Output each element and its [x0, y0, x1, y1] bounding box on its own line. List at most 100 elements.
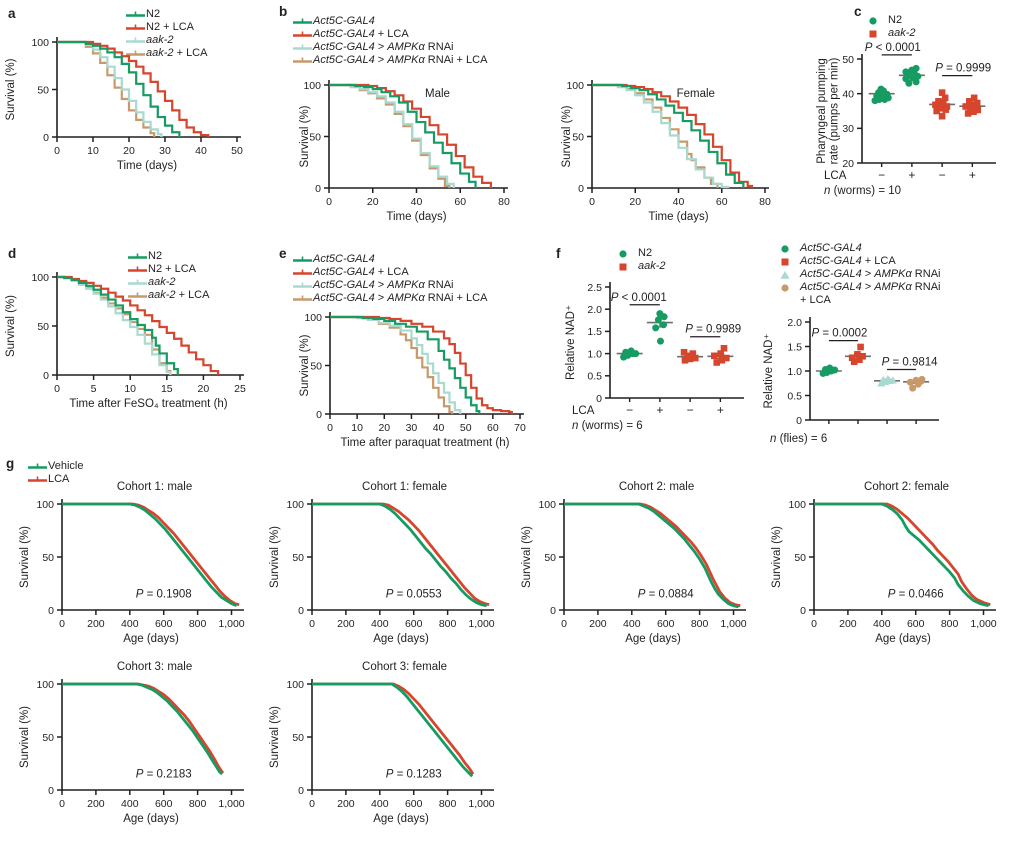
x-tick-label: 15: [161, 383, 173, 395]
data-point: [723, 354, 730, 362]
legend-item: + LCA: [780, 294, 940, 307]
y-tick-label: 1.5: [787, 341, 802, 353]
x-row-label: LCA: [572, 405, 595, 417]
y-tick-label: 1.0: [787, 366, 802, 378]
y-tick-label: 50: [37, 84, 49, 96]
panel-label-f: f: [556, 246, 561, 261]
x-tick-label: 800: [189, 618, 207, 630]
data-point: [883, 374, 892, 383]
data-point: [912, 376, 920, 384]
x-tick-label: 600: [405, 798, 423, 810]
legend-label: aak-2 + LCA: [146, 47, 208, 59]
survival-curve-act5c-gal4: [329, 83, 477, 188]
legend-label: LCA: [48, 473, 70, 485]
legend-item: aak-2: [618, 260, 666, 273]
survival-curve-lca: [62, 502, 240, 607]
legend-label: N2: [148, 250, 163, 262]
x-tick-label: 0: [54, 145, 60, 157]
x-tick-label: 20: [367, 196, 379, 208]
square-marker-icon: [869, 30, 877, 37]
data-point: [906, 378, 914, 386]
y-tick-label: 100: [36, 679, 54, 691]
data-point: [932, 101, 939, 109]
y-axis-label: Survival (%): [269, 706, 281, 768]
line-marker-icon: [128, 292, 147, 298]
x-tick-label: 50: [460, 422, 472, 434]
data-point: [622, 348, 630, 356]
circle-legend-marker: [868, 16, 888, 26]
x-tick-label: 30: [406, 422, 418, 434]
circle-marker-icon: [781, 244, 789, 253]
y-tick-label: 0: [43, 132, 49, 144]
x-tick-label: 0: [811, 618, 817, 630]
x-tick-label: 0: [59, 798, 65, 810]
data-point: [691, 354, 699, 362]
line-legend-marker: [28, 462, 48, 471]
x-tick-label: 0: [309, 798, 315, 810]
data-point: [969, 101, 976, 109]
line-marker-icon: [128, 279, 147, 285]
legend-item: N2: [618, 247, 666, 260]
data-point: [652, 324, 660, 332]
chart-g-cohort1-male: 0 50 100 Survival (%) Age (days) Cohort 1: ma…: [19, 481, 245, 645]
x-tick-label: 200: [839, 618, 857, 630]
x-tick-label: 400: [121, 798, 139, 810]
y-tick-label: 100: [304, 312, 322, 324]
x-tick-label: 600: [907, 618, 925, 630]
legend-item: Act5C-GAL4 + LCA: [293, 266, 487, 279]
x-tick-label: 40: [411, 196, 423, 208]
y-tick-label: 30: [842, 123, 854, 135]
data-point: [974, 106, 982, 114]
data-point: [660, 321, 668, 329]
line-legend-marker: [126, 49, 146, 58]
legend-label: Act5C-GAL4 > AMPKα RNAi: [800, 268, 941, 280]
y-tick-label: 50: [292, 732, 304, 744]
x-tick-label: 200: [337, 618, 355, 630]
p-value-annotation: P = 0.1908: [136, 588, 192, 600]
x-tick-label: 800: [439, 798, 457, 810]
square-marker-icon: [619, 263, 627, 270]
y-axis-label: rate (pumps per min): [829, 57, 841, 164]
chart-title: Male: [425, 88, 450, 100]
data-point: [912, 64, 920, 72]
line-marker-icon: [28, 476, 47, 482]
p-value-annotation: P = 0.9999: [935, 63, 991, 75]
chart-title: Cohort 1: female: [362, 481, 447, 493]
panel-label-c: c: [854, 4, 862, 19]
legend-label: Act5C-GAL4 > AMPKα RNAi: [313, 279, 454, 291]
data-point: [877, 85, 885, 93]
y-tick-label: 0: [596, 393, 602, 405]
y-tick-label: 0: [48, 605, 54, 617]
line-marker-icon: [128, 266, 147, 272]
line-legend-marker: [293, 30, 313, 39]
x-tick-label: 40: [195, 145, 207, 157]
y-tick-label: 0.5: [587, 371, 602, 383]
x-tick-label: 80: [759, 196, 771, 208]
y-tick-label: 100: [36, 499, 54, 511]
line-marker-icon: [128, 253, 147, 259]
y-tick-label: 100: [566, 80, 584, 92]
data-point: [717, 350, 724, 357]
survival-curve-lca: [312, 682, 475, 775]
triangle-legend-marker: [780, 270, 800, 280]
legend-label: aak-2 + LCA: [148, 289, 210, 301]
x-tick-label: 1,000: [218, 798, 244, 810]
legend-label: N2: [888, 14, 903, 26]
y-tick-label: 50: [37, 321, 49, 333]
p-value-annotation: P = 0.0466: [888, 588, 944, 600]
survival-curve-act5c-gal4-ampk-rnai: [592, 83, 730, 189]
survival-curve-act5c-gal4-lca: [592, 83, 754, 188]
data-point: [970, 94, 978, 102]
line-legend-marker: [128, 278, 148, 287]
x-axis-label: Time after FeSO₄ treatment (h): [69, 398, 227, 410]
line-legend-marker: [293, 255, 313, 264]
survival-curve-vehicle: [564, 502, 739, 609]
y-tick-label: 50: [42, 552, 54, 564]
line-legend-marker: [293, 56, 313, 65]
survival-curve-n2-lca: [57, 40, 210, 137]
panel-label-a: a: [8, 6, 16, 21]
legend-panel-e: Act5C-GAL4 Act5C-GAL4 + LCA Act5C-GAL4 > A…: [293, 253, 487, 305]
data-point: [684, 352, 691, 360]
chart-title: Female: [677, 88, 715, 100]
